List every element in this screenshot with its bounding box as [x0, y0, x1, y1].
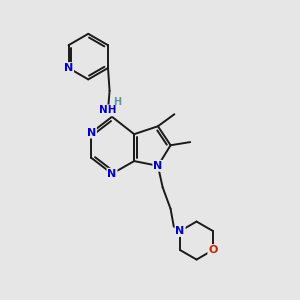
Text: N: N — [107, 169, 117, 179]
Text: O: O — [208, 245, 218, 255]
Text: H: H — [113, 97, 122, 106]
Text: NH: NH — [99, 105, 117, 116]
Text: N: N — [176, 226, 185, 236]
Text: N: N — [153, 161, 163, 171]
Text: N: N — [64, 63, 73, 73]
Text: N: N — [87, 128, 96, 138]
